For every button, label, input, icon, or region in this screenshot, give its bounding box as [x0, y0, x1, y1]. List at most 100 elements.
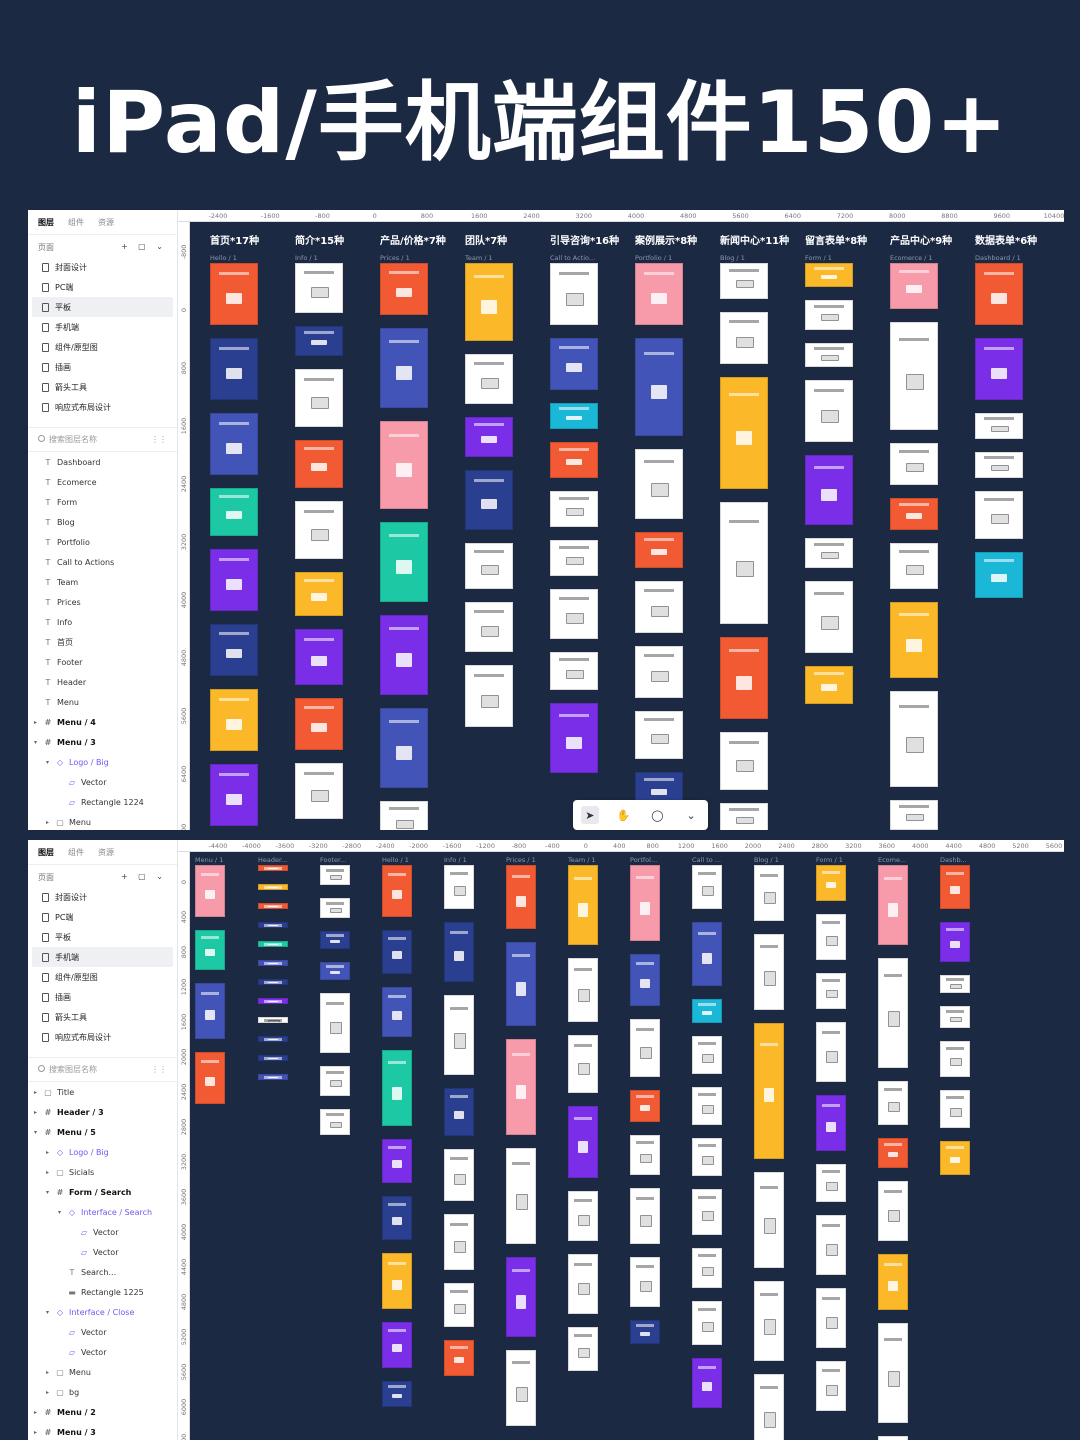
page-item[interactable]: 箭头工具	[28, 377, 177, 397]
component-frame[interactable]: Call to Actio...	[550, 263, 598, 325]
chevron-icon[interactable]: ▸	[46, 818, 50, 826]
component-frame[interactable]: Blog / 1	[720, 263, 768, 299]
component-frame[interactable]: Header...	[258, 979, 288, 985]
component-frame[interactable]: Blog / 6	[720, 732, 768, 790]
chevron-icon[interactable]: ▸	[34, 1428, 38, 1436]
layer-item[interactable]: T Portfolio	[28, 532, 177, 552]
page-item[interactable]: 响应式布局设计	[28, 1027, 177, 1047]
chevron-down-icon[interactable]: ⌄	[686, 808, 696, 822]
component-frame[interactable]: Dashb...	[940, 975, 970, 993]
component-frame[interactable]: Portfol...	[630, 1257, 660, 1307]
component-frame[interactable]: Call to ...	[692, 1358, 722, 1408]
component-frame[interactable]: Call to Actio...	[550, 338, 598, 390]
component-frame[interactable]: Header...	[258, 865, 288, 871]
component-frame[interactable]: Prices / 3	[506, 942, 536, 1026]
component-frame[interactable]: Team / 2	[465, 354, 513, 404]
component-frame[interactable]: Header...	[258, 1055, 288, 1061]
component-frame[interactable]: Hello / 10	[382, 1381, 412, 1407]
component-frame[interactable]: Dashb...	[940, 1141, 970, 1175]
chevron-icon[interactable]: ▾	[46, 1308, 50, 1316]
component-frame[interactable]: Footer...	[320, 993, 350, 1053]
component-frame[interactable]: Call to ...	[692, 999, 722, 1023]
design-canvas[interactable]: -4400 -4000 -3600 -3200 -2800 -2400 -2000 -1600…	[178, 840, 1064, 1440]
component-frame[interactable]: Portfol...	[630, 865, 660, 941]
component-frame[interactable]: Portfolio / 5	[635, 581, 683, 633]
component-frame[interactable]: Team / 4	[568, 1035, 598, 1093]
component-frame[interactable]: Info / 9	[295, 763, 343, 819]
page-item[interactable]: 封面设计	[28, 257, 177, 277]
chevron-icon[interactable]: ▸	[46, 1148, 50, 1156]
layer-item[interactable]: T Header	[28, 672, 177, 692]
component-frame[interactable]: Call to ...	[692, 1036, 722, 1074]
component-frame[interactable]: Info / 9	[444, 1340, 474, 1376]
layer-item[interactable]: T Team	[28, 572, 177, 592]
component-frame[interactable]: Ecomerce / 8	[890, 800, 938, 830]
design-canvas[interactable]: -2400 -1600 -800 0 800 1600 2400 3200 4000 4800 56…	[178, 210, 1064, 830]
tab-components[interactable]: 组件	[68, 848, 84, 857]
component-frame[interactable]: Info / 7	[444, 1214, 474, 1270]
layer-item[interactable]: ▸ # Menu / 3	[28, 1422, 177, 1440]
component-frame[interactable]: Team / 3	[568, 958, 598, 1022]
component-frame[interactable]: Blog / 6	[754, 1281, 784, 1361]
component-frame[interactable]: Portfol...	[630, 1090, 660, 1122]
component-frame[interactable]: Blog / 2	[720, 312, 768, 364]
component-frame[interactable]: Form / 2	[805, 300, 853, 330]
component-frame[interactable]: Form / 6	[816, 1095, 846, 1151]
component-frame[interactable]: Info / 4	[444, 995, 474, 1075]
component-frame[interactable]: Portfolio / 2	[635, 338, 683, 436]
tab-components[interactable]: 组件	[68, 218, 84, 227]
page-item[interactable]: 组件/原型图	[28, 337, 177, 357]
component-frame[interactable]: Dashboard / 3	[975, 413, 1023, 439]
chevron-icon[interactable]: ▾	[46, 1188, 50, 1196]
component-frame[interactable]: Footer...	[320, 865, 350, 885]
component-frame[interactable]: Header...	[258, 903, 288, 909]
component-frame[interactable]: Footer...	[320, 1109, 350, 1135]
page-item[interactable]: 手机端	[28, 317, 177, 337]
component-frame[interactable]: Info / 2	[295, 326, 343, 356]
component-frame[interactable]: Form / 5	[816, 1022, 846, 1082]
component-frame[interactable]: Portfolio / 1	[635, 263, 683, 325]
layer-item[interactable]: T Blog	[28, 512, 177, 532]
layer-item[interactable]: T Search...	[28, 1262, 177, 1282]
component-frame[interactable]: Blog / 3	[754, 934, 784, 1010]
chevron-icon[interactable]: ▾	[34, 738, 38, 746]
page-item[interactable]: 平板	[32, 297, 173, 317]
component-frame[interactable]: Dashboard / 1	[975, 263, 1023, 325]
hand-icon[interactable]: ✋	[616, 808, 631, 822]
component-frame[interactable]: Call to ...	[692, 922, 722, 986]
component-frame[interactable]: Call to Actio...	[550, 403, 598, 429]
component-frame[interactable]: Ecome...	[878, 1081, 908, 1125]
component-frame[interactable]: Info / 4	[295, 440, 343, 488]
component-frame[interactable]: Info / 8	[295, 698, 343, 750]
component-frame[interactable]: Ecomerce / 3	[890, 443, 938, 485]
component-frame[interactable]: Dashboard / 2	[975, 338, 1023, 400]
layer-item[interactable]: ▾ # Form / Search	[28, 1182, 177, 1202]
component-frame[interactable]: Info / 2	[444, 865, 474, 909]
component-frame[interactable]: Info / 5	[444, 1088, 474, 1136]
component-frame[interactable]: Info / 7	[295, 629, 343, 685]
component-frame[interactable]: Portfolio / 4	[635, 532, 683, 568]
layer-item[interactable]: T 首页	[28, 632, 177, 652]
page-item[interactable]: 箭头工具	[28, 1007, 177, 1027]
component-frame[interactable]: Header...	[258, 1074, 288, 1080]
component-frame[interactable]: Hello / 5	[210, 549, 258, 611]
component-frame[interactable]: Form / 9	[816, 1288, 846, 1348]
layer-item[interactable]: ▱ Vector	[28, 772, 177, 792]
component-frame[interactable]: Team / 3	[465, 417, 513, 457]
component-frame[interactable]: Hello / 2	[382, 865, 412, 917]
component-frame[interactable]: Prices / 6	[506, 1257, 536, 1337]
component-frame[interactable]: Form / 4	[816, 973, 846, 1009]
component-frame[interactable]: Call to ...	[692, 1087, 722, 1125]
layer-item[interactable]: T Prices	[28, 592, 177, 612]
component-frame[interactable]: Header...	[258, 922, 288, 928]
component-frame[interactable]: Footer...	[320, 931, 350, 949]
component-frame[interactable]: Hello / 6	[210, 624, 258, 676]
component-frame[interactable]: Dashboard / 4	[975, 452, 1023, 478]
component-frame[interactable]: Form / 10	[816, 1361, 846, 1411]
component-frame[interactable]: Ecome...	[878, 1323, 908, 1423]
component-frame[interactable]: Team / 5	[465, 543, 513, 589]
component-frame[interactable]: Portfolio / 3	[635, 449, 683, 519]
chevron-icon[interactable]: ▾	[58, 1208, 62, 1216]
component-frame[interactable]: Blog / 5	[754, 1172, 784, 1268]
layer-item[interactable]: ▱ Vector	[28, 1222, 177, 1242]
